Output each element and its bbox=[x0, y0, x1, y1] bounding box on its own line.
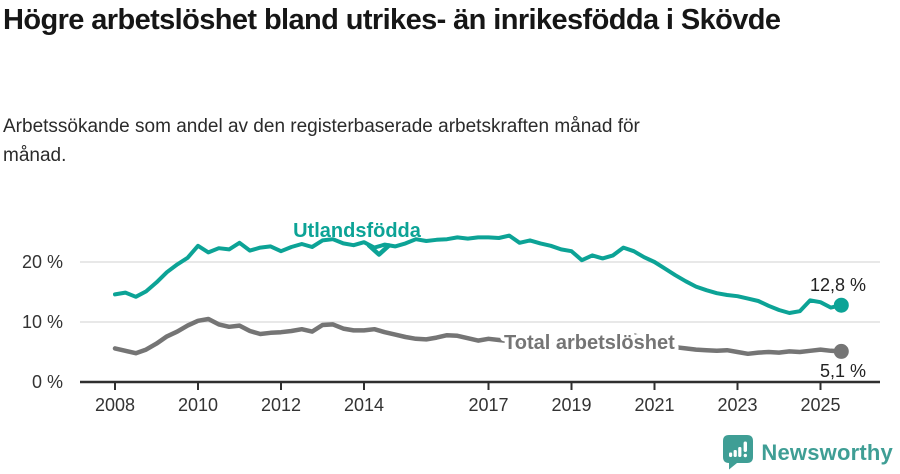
end-dot-total bbox=[833, 343, 849, 359]
gridlines-group bbox=[80, 261, 880, 323]
x-tick-label: 2008 bbox=[95, 395, 135, 415]
end-value-label-total: 5,1 % bbox=[820, 361, 866, 381]
y-tick-label: 10 % bbox=[22, 312, 63, 332]
series-lines-group bbox=[112, 233, 844, 357]
series-label-total: Total arbetslöshet bbox=[504, 332, 675, 354]
newsworthy-logo: Newsworthy bbox=[723, 435, 893, 470]
x-tick-label: 2014 bbox=[344, 395, 384, 415]
y-tick-label: 20 % bbox=[22, 252, 63, 272]
axes-group: 0 % 10 % 20 % 2008 2010 2012 2014 2017 2019 2021 2… bbox=[22, 252, 880, 415]
x-tick-label: 2023 bbox=[717, 395, 757, 415]
x-tick-label: 2019 bbox=[551, 395, 591, 415]
x-tick-label: 2012 bbox=[261, 395, 301, 415]
x-tick-label: 2017 bbox=[468, 395, 508, 415]
series-line-0 bbox=[113, 233, 844, 315]
newsworthy-bubble-icon bbox=[723, 435, 754, 470]
chart-subtitle: Arbetssökande som andel av den registerb… bbox=[3, 116, 640, 166]
brand-name: Newsworthy bbox=[761, 439, 893, 465]
chevron-down-icon bbox=[366, 243, 392, 257]
logo-bars-exclamation bbox=[729, 441, 748, 458]
x-tick-label: 2021 bbox=[634, 395, 674, 415]
series-label-utlandsfodda: Utlandsfödda bbox=[293, 220, 422, 242]
chart-title: Högre arbetslöshet bland utrikes- än inr… bbox=[3, 4, 781, 36]
series-line-1 bbox=[112, 316, 844, 357]
end-value-label-utlandsfodda: 12,8 % bbox=[810, 275, 866, 295]
y-tick-label: 0 % bbox=[32, 372, 63, 392]
x-tick-label: 2010 bbox=[178, 395, 218, 415]
x-tick-label: 2025 bbox=[800, 395, 840, 415]
end-dot-utlandsfodda bbox=[833, 297, 849, 313]
